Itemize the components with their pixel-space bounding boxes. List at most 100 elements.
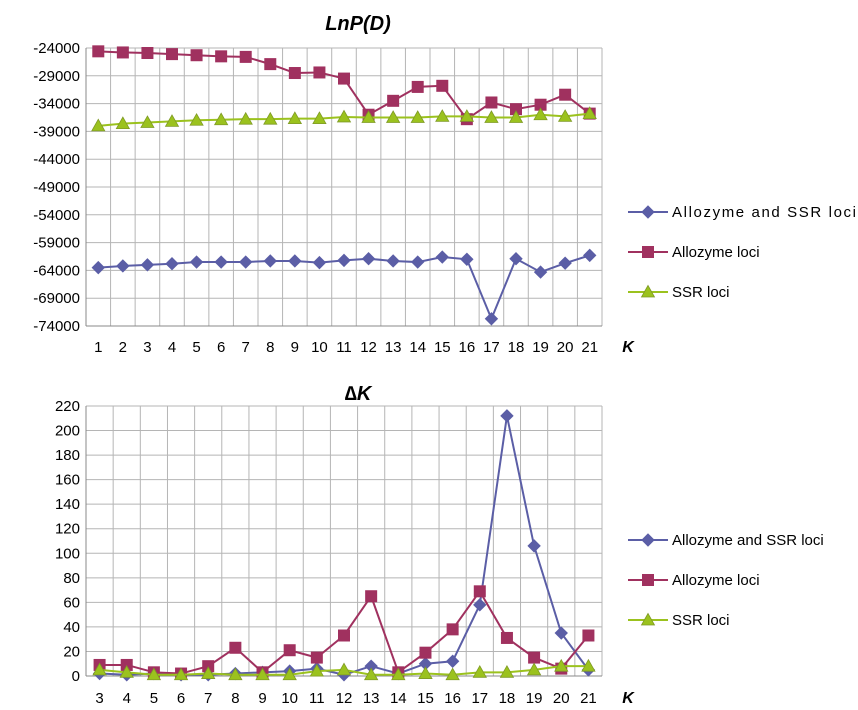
data-point [313, 66, 326, 79]
data-point [436, 79, 449, 92]
x-tick-label: 12 [336, 690, 353, 707]
legend-label: Allozyme loci [672, 572, 760, 589]
x-tick-label: 6 [217, 339, 225, 356]
data-point [581, 658, 596, 672]
data-point [201, 666, 216, 679]
y-tick-label: 200 [55, 423, 80, 440]
data-point [338, 72, 350, 85]
x-tick-label: 16 [459, 339, 476, 356]
x-axis-label: K [622, 690, 635, 707]
data-point [435, 109, 450, 122]
x-tick-label: 10 [281, 690, 298, 707]
data-point [140, 115, 155, 128]
data-point [485, 96, 498, 109]
x-tick-label: 20 [553, 690, 570, 707]
data-point [559, 88, 572, 101]
data-point [312, 111, 327, 125]
x-tick-label: 20 [557, 339, 574, 356]
data-point [336, 109, 352, 123]
y-tick-label: 160 [55, 472, 80, 489]
legend-marker [640, 612, 656, 626]
x-tick-label: 16 [444, 690, 461, 707]
data-point [213, 112, 229, 126]
legend-marker [642, 574, 654, 586]
data-point [446, 623, 459, 636]
data-point [582, 629, 595, 642]
x-tick-label: 5 [192, 339, 200, 356]
x-tick-label: 19 [526, 690, 543, 707]
legend-marker [640, 284, 656, 298]
data-point [365, 590, 378, 603]
data-point [337, 253, 351, 268]
x-tick-label: 2 [119, 339, 127, 356]
x-tick-label: 4 [123, 690, 131, 707]
x-tick-label: 7 [204, 690, 212, 707]
data-point [385, 110, 401, 123]
data-point [418, 666, 433, 679]
legend-entry: Allozyme loci [628, 244, 760, 261]
data-point [229, 641, 242, 654]
data-point [533, 265, 548, 279]
data-point [264, 58, 277, 71]
y-tick-label: 100 [55, 545, 80, 562]
y-tick-label: 60 [63, 594, 80, 611]
x-tick-label: 9 [291, 339, 299, 356]
x-tick-label: 12 [360, 339, 377, 356]
chart-title: ∆K [345, 383, 373, 405]
x-tick-label: 15 [434, 339, 451, 356]
data-point [283, 644, 296, 657]
series-triangle [91, 106, 597, 132]
data-point [445, 654, 460, 668]
y-tick-label: 40 [63, 619, 80, 636]
data-point [255, 667, 270, 681]
data-point [473, 585, 486, 598]
legend-label: Allozyme loci [672, 244, 760, 261]
y-tick-label: -39000 [33, 123, 80, 140]
legend-label: SSR loci [672, 284, 730, 301]
y-tick-label: -59000 [33, 235, 80, 252]
data-point [460, 252, 474, 266]
data-point [557, 109, 573, 122]
data-point [146, 667, 162, 681]
data-point [238, 111, 253, 125]
data-point [92, 45, 105, 58]
x-tick-label: 17 [483, 339, 500, 356]
legend-entry: Allozyme loci [628, 572, 760, 589]
data-point [282, 667, 297, 681]
x-tick-label: 18 [499, 690, 516, 707]
data-point [410, 110, 425, 123]
data-point [361, 110, 376, 123]
y-tick-label: -44000 [33, 151, 80, 168]
data-point [288, 254, 302, 268]
data-point [141, 47, 154, 60]
x-tick-label: 13 [363, 690, 380, 707]
data-point [508, 110, 524, 123]
data-point [239, 255, 253, 269]
data-point [528, 651, 541, 664]
data-point [500, 631, 513, 644]
x-tick-label: 11 [309, 690, 325, 707]
y-tick-label: -24000 [33, 40, 80, 57]
x-tick-label: 21 [581, 339, 598, 356]
data-point [554, 658, 569, 672]
x-tick-label: 21 [580, 690, 597, 707]
data-point [239, 50, 252, 63]
data-point [165, 257, 179, 271]
y-tick-label: -64000 [33, 262, 80, 279]
data-point [173, 667, 189, 681]
y-tick-label: 220 [55, 398, 80, 415]
gridlines [85, 47, 603, 327]
data-point [310, 651, 323, 664]
y-tick-label: 20 [63, 643, 80, 660]
data-point [509, 252, 523, 266]
data-point [411, 255, 425, 269]
data-point [263, 111, 278, 125]
data-point [115, 116, 131, 130]
data-point [312, 255, 327, 270]
x-tick-label: 6 [177, 690, 185, 707]
x-tick-label: 17 [471, 690, 488, 707]
y-tick-label: 140 [55, 496, 80, 513]
data-point [363, 667, 379, 681]
series-triangle [92, 658, 596, 681]
